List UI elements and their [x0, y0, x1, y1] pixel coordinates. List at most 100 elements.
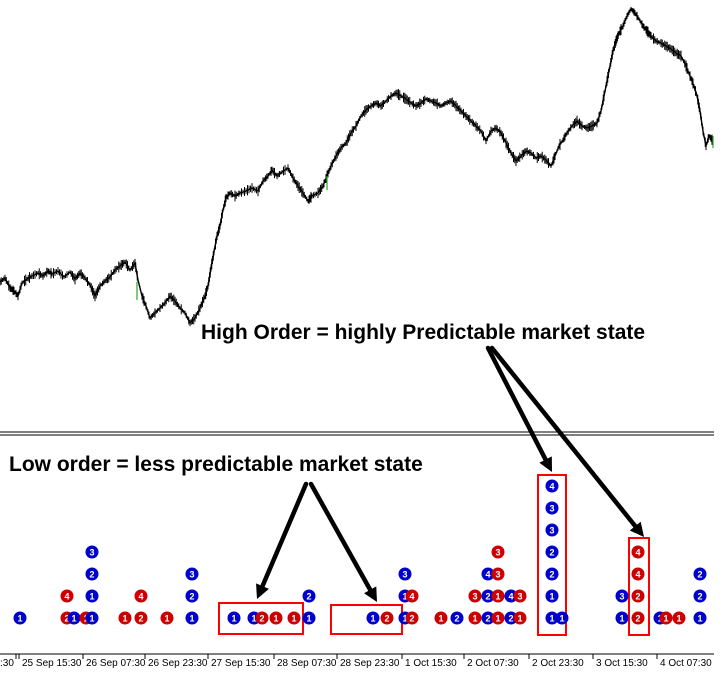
- order-marker-label: 3: [402, 569, 407, 579]
- order-marker-dot: [287, 611, 301, 625]
- order-marker-label: 2: [635, 591, 640, 601]
- order-marker: 1: [185, 611, 199, 625]
- order-marker-label: 4: [64, 591, 69, 601]
- order-marker-label: 1: [231, 613, 236, 623]
- order-marker-label: 2: [508, 613, 513, 623]
- order-marker: 4: [631, 567, 645, 581]
- order-marker: 2: [545, 545, 559, 559]
- order-marker-dot: [545, 611, 559, 625]
- order-marker-label: 4: [635, 547, 640, 557]
- order-marker-label: 2: [549, 547, 554, 557]
- order-marker-label: 3: [549, 525, 554, 535]
- x-tick-label: 1 Oct 15:30: [405, 658, 457, 669]
- order-marker-label: 2: [64, 613, 69, 623]
- x-tick-label: 27 Sep 15:30: [211, 658, 271, 669]
- order-marker: 3: [468, 589, 482, 603]
- order-marker-label: 2: [306, 591, 311, 601]
- order-marker: 2: [134, 611, 148, 625]
- order-marker-dot: [85, 611, 99, 625]
- order-marker-dot: [85, 567, 99, 581]
- order-marker: 1: [555, 611, 569, 625]
- order-marker: 1: [659, 611, 673, 625]
- order-marker: 3: [513, 589, 527, 603]
- order-marker-label: 1: [495, 613, 500, 623]
- order-marker-dot: [85, 545, 99, 559]
- order-marker-dot: [693, 611, 707, 625]
- order-marker: 2: [481, 589, 495, 603]
- order-marker-label: 2: [697, 591, 702, 601]
- order-marker: 1: [302, 611, 316, 625]
- order-marker: 1: [118, 611, 132, 625]
- order-marker: 2: [693, 567, 707, 581]
- order-marker-label: 1: [549, 591, 554, 601]
- order-marker-label: 4: [138, 591, 143, 601]
- x-tick-label: 2 Oct 23:30: [532, 658, 584, 669]
- order-marker-label: 1: [549, 613, 554, 623]
- order-marker-label: 1: [402, 591, 407, 601]
- order-marker-dot: [302, 589, 316, 603]
- arrow-shaft: [260, 481, 309, 589]
- order-marker-dot: [693, 589, 707, 603]
- order-marker-dot: [398, 567, 412, 581]
- order-marker-label: 2: [485, 591, 490, 601]
- order-marker-label: 1: [370, 613, 375, 623]
- order-marker: 1: [366, 611, 380, 625]
- order-marker: 2: [405, 611, 419, 625]
- order-marker-dot: [545, 479, 559, 493]
- arrow-shaft: [489, 345, 638, 529]
- order-marker: 2: [504, 611, 518, 625]
- order-marker-dot: [545, 523, 559, 537]
- order-marker-label: 1: [697, 613, 702, 623]
- order-marker-dot: [405, 589, 419, 603]
- order-marker-dot: [405, 611, 419, 625]
- arrow-shaft: [485, 345, 548, 462]
- order-marker: 1: [287, 611, 301, 625]
- order-marker-label: 1: [402, 613, 407, 623]
- arrow-head: [256, 583, 269, 599]
- order-marker-dot: [13, 611, 27, 625]
- order-marker-label: 1: [495, 591, 500, 601]
- order-marker: 1: [85, 589, 99, 603]
- x-axis-ticks: :30 25 Sep 15:30 26 Sep 07:30 26 Sep 23:30 2…: [0, 654, 712, 669]
- order-marker: 2: [481, 611, 495, 625]
- order-marker-label: 4: [635, 569, 640, 579]
- order-marker-dot: [118, 611, 132, 625]
- order-marker-label: 1: [189, 613, 194, 623]
- order-marker-label: 3: [619, 591, 624, 601]
- order-marker-dot: [468, 589, 482, 603]
- order-marker: 2: [85, 567, 99, 581]
- price-chart: [0, 6, 714, 327]
- order-marker: 2: [545, 567, 559, 581]
- order-marker-label: 2: [384, 613, 389, 623]
- highlight-box: [628, 537, 650, 636]
- order-marker: 1: [672, 611, 686, 625]
- order-marker: 2: [380, 611, 394, 625]
- x-tick-label: 4 Oct 07:30: [660, 658, 712, 669]
- order-marker-label: 4: [508, 591, 513, 601]
- order-marker-dot: [450, 611, 464, 625]
- order-marker-label: 2: [697, 569, 702, 579]
- order-marker: 1: [513, 611, 527, 625]
- order-marker-label: 1: [676, 613, 681, 623]
- order-marker: 3: [491, 567, 505, 581]
- order-marker-dot: [615, 611, 629, 625]
- order-marker-label: 1: [619, 613, 624, 623]
- order-marker: 1: [85, 611, 99, 625]
- order-marker-label: 1: [71, 613, 76, 623]
- order-marker-dot: [269, 611, 283, 625]
- order-marker-dot: [545, 501, 559, 515]
- x-tick-label: 26 Sep 07:30: [86, 658, 146, 669]
- order-marker-dot: [504, 589, 518, 603]
- order-marker: 1: [269, 611, 283, 625]
- order-marker-dot: [491, 567, 505, 581]
- order-marker-label: 1: [472, 613, 477, 623]
- order-marker-label: 2: [409, 613, 414, 623]
- order-marker-label: 3: [472, 591, 477, 601]
- order-marker-dot: [366, 611, 380, 625]
- order-marker: 1: [67, 611, 81, 625]
- order-marker-dot: [134, 611, 148, 625]
- order-marker-dot: [504, 611, 518, 625]
- order-marker-label: 4: [485, 569, 490, 579]
- order-marker: 3: [545, 501, 559, 515]
